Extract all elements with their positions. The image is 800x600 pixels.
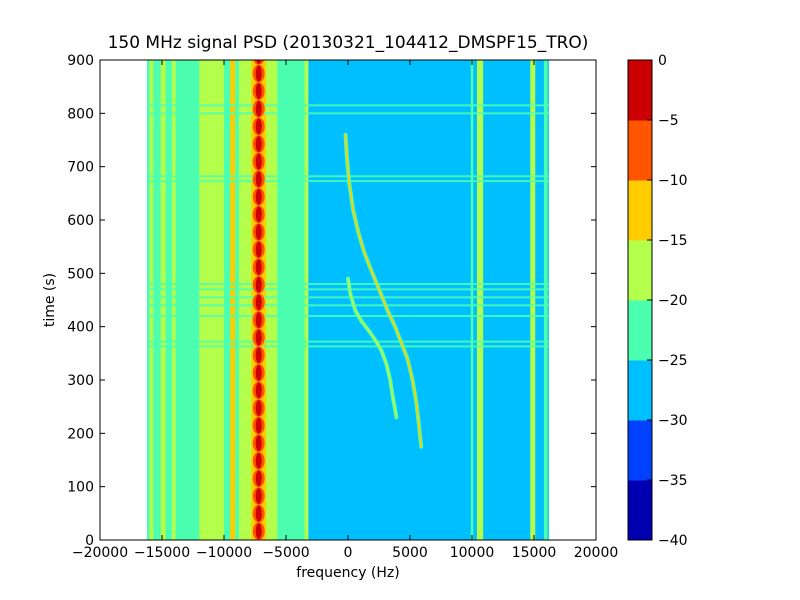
vertical-band-1 xyxy=(199,60,224,540)
colorbar-segment xyxy=(628,60,652,121)
colorbar-tick-label: −10 xyxy=(658,173,688,189)
vertical-band-2 xyxy=(230,60,236,540)
colorbar-tick-label: −15 xyxy=(658,233,688,249)
horizontal-band-4 xyxy=(147,296,549,299)
x-tick-label: 10000 xyxy=(450,545,495,561)
x-axis-label: frequency (Hz) xyxy=(296,565,399,581)
x-tick-label: 0 xyxy=(344,545,353,561)
colorbar: −40 −35 −30 −25 −20 −15 −10 −5 0 xyxy=(627,53,688,549)
vertical-band-13 xyxy=(543,60,548,540)
x-tick-label: 5000 xyxy=(392,545,428,561)
carrier-pulse-core xyxy=(255,435,262,452)
horizontal-band-2 xyxy=(147,315,549,317)
carrier-pulse-core xyxy=(255,276,262,293)
carrier-pulse-core xyxy=(256,60,262,64)
carrier-pulse-core xyxy=(255,417,262,434)
carrier-pulse-core xyxy=(255,329,262,346)
carrier-pulse-core xyxy=(255,294,262,311)
colorbar-tick-label: 0 xyxy=(658,53,667,69)
vertical-band-11 xyxy=(476,60,484,540)
colorbar-segment xyxy=(628,360,652,421)
colorbar-tick-label: −40 xyxy=(658,533,688,549)
horizontal-band-0 xyxy=(147,345,549,348)
colorbar-tick-label: −30 xyxy=(658,413,688,429)
vertical-band-7 xyxy=(160,60,166,540)
carrier-pulse-core xyxy=(255,470,262,487)
y-tick-label: 400 xyxy=(67,320,94,336)
carrier-pulse-core xyxy=(255,452,262,469)
plot-area xyxy=(99,59,597,541)
y-tick-label: 0 xyxy=(85,533,94,549)
x-axis: −20000 −15000 −10000 −5000 0 5000 10000 15000 20… xyxy=(72,60,618,561)
carrier-pulse-core xyxy=(255,364,262,381)
horizontal-band-10 xyxy=(147,104,549,107)
colorbar-segment xyxy=(628,240,652,301)
colorbar-segment xyxy=(628,300,652,361)
carrier-pulse-core xyxy=(255,224,262,240)
colorbar-segment xyxy=(628,420,652,481)
y-tick-label: 500 xyxy=(67,266,94,282)
carrier-pulse-core xyxy=(255,171,262,188)
vertical-band-0 xyxy=(147,60,309,540)
y-tick-label: 300 xyxy=(67,373,94,389)
carrier-pulse-core xyxy=(255,118,262,135)
carrier-pulse-core xyxy=(255,259,262,276)
vertical-band-8 xyxy=(171,60,176,540)
x-tick-label: −15000 xyxy=(134,545,190,561)
horizontal-band-3 xyxy=(147,304,549,307)
vertical-band-10 xyxy=(470,60,474,540)
carrier-pulse-core xyxy=(255,153,262,170)
horizontal-band-9 xyxy=(147,112,549,115)
x-tick-label: −5000 xyxy=(262,545,309,561)
carrier-pulse-core xyxy=(255,488,262,504)
colorbar-segment xyxy=(628,480,652,541)
carrier-pulse-core xyxy=(255,382,262,399)
y-tick-label: 700 xyxy=(67,160,94,176)
x-tick-label: −20000 xyxy=(72,545,128,561)
vertical-band-6 xyxy=(149,60,154,540)
y-tick-label: 100 xyxy=(67,480,94,496)
carrier-pulse-core xyxy=(255,400,262,416)
x-tick-label: 20000 xyxy=(574,545,619,561)
carrier-pulse-core xyxy=(255,347,262,364)
carrier-pulse-core xyxy=(255,100,262,117)
x-tick-label: 15000 xyxy=(512,545,557,561)
y-tick-label: 800 xyxy=(67,106,94,122)
colorbar-tick-label: −35 xyxy=(658,473,688,489)
colorbar-segments xyxy=(628,60,652,541)
colorbar-ticks: −40 −35 −30 −25 −20 −15 −10 −5 0 xyxy=(647,53,688,549)
colorbar-tick-label: −5 xyxy=(658,113,679,129)
colorbar-tick-label: −20 xyxy=(658,293,688,309)
y-tick-label: 200 xyxy=(67,426,94,442)
carrier-pulse-core xyxy=(255,505,262,522)
y-axis-label: time (s) xyxy=(42,273,58,327)
carrier-pulse-core xyxy=(255,188,262,205)
y-tick-label: 900 xyxy=(67,53,94,69)
carrier-pulse-core xyxy=(255,206,262,223)
doppler-trace-secondary xyxy=(347,277,398,419)
carrier-pulse-core xyxy=(255,523,262,540)
vertical-band-9 xyxy=(304,60,309,540)
doppler-trace-primary xyxy=(344,133,423,448)
horizontal-band-1 xyxy=(147,340,549,343)
carrier-pulse-core xyxy=(255,312,262,328)
colorbar-segment xyxy=(628,180,652,241)
y-axis: 0 100 200 300 400 500 600 700 800 900 xyxy=(67,53,596,549)
chart-title: 150 MHz signal PSD (20130321_104412_DMSP… xyxy=(108,33,589,53)
carrier-pulse-core xyxy=(255,136,262,152)
vertical-band-12 xyxy=(530,60,536,540)
carrier-pulse-core xyxy=(255,241,262,258)
heatmap-content xyxy=(147,60,549,540)
y-tick-label: 600 xyxy=(67,213,94,229)
colorbar-tick-label: −25 xyxy=(658,353,688,369)
carrier-pulse-core xyxy=(255,83,262,100)
x-tick-label: −10000 xyxy=(196,545,252,561)
spectrogram-heatmap xyxy=(147,60,549,540)
colorbar-segment xyxy=(628,120,652,181)
carrier-pulse-core xyxy=(255,65,262,82)
